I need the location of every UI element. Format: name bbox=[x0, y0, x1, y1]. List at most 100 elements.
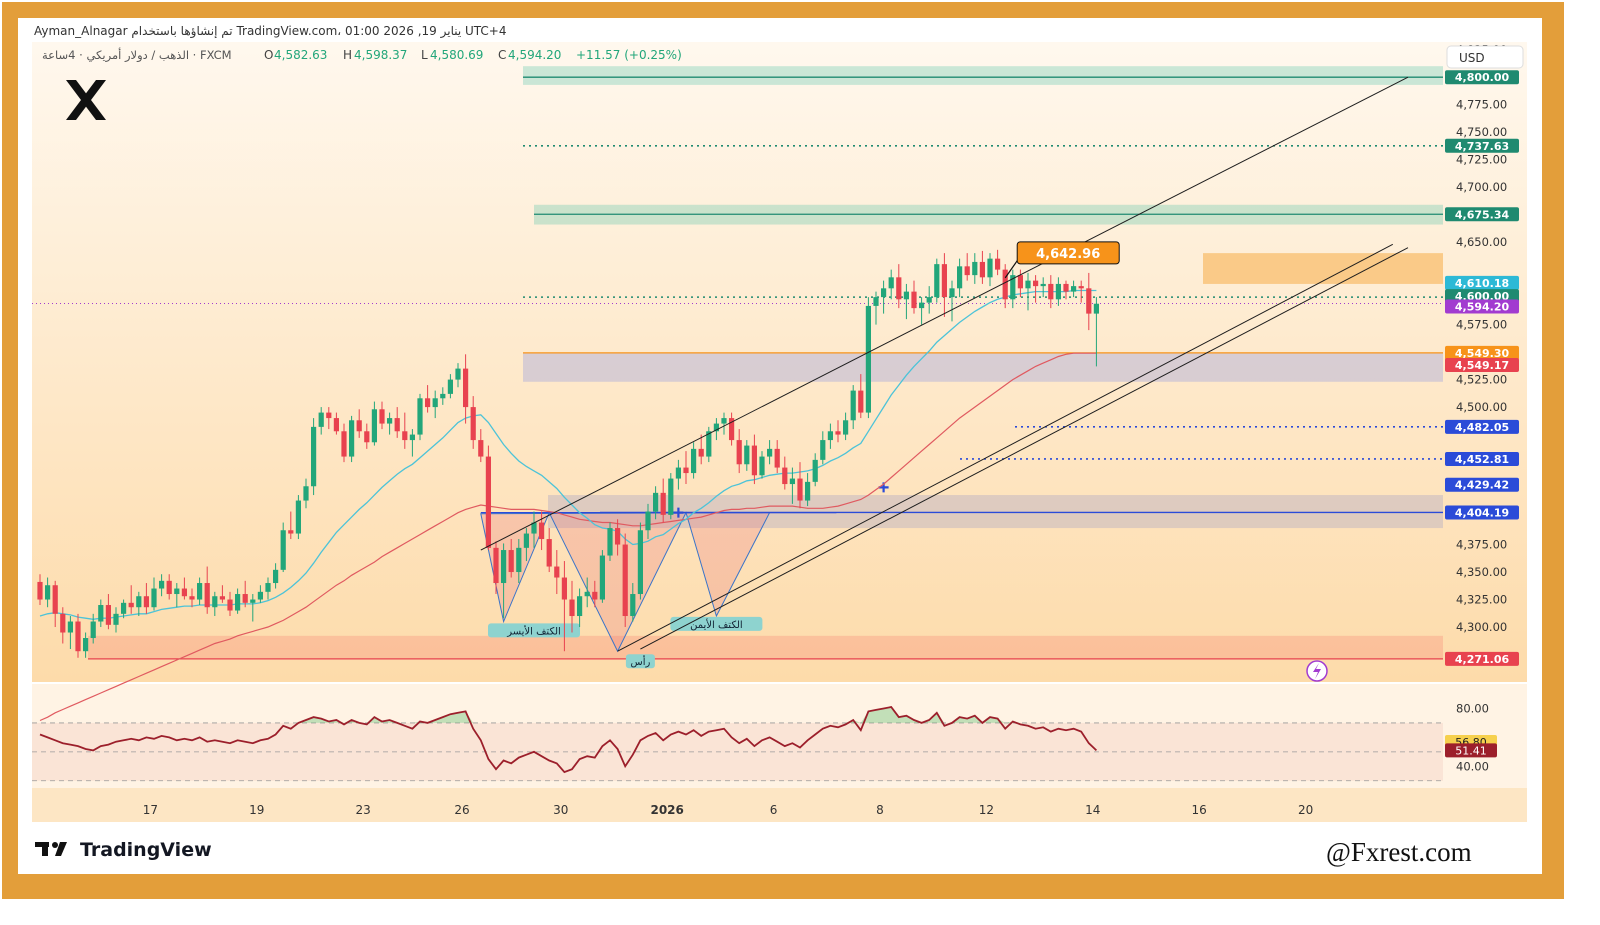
candle[interactable] bbox=[136, 591, 142, 617]
candle[interactable] bbox=[485, 445, 491, 551]
candle[interactable] bbox=[797, 462, 803, 509]
candle[interactable] bbox=[447, 374, 453, 399]
candle[interactable] bbox=[273, 563, 279, 589]
candle[interactable] bbox=[630, 583, 636, 622]
candle[interactable] bbox=[83, 632, 89, 658]
candle[interactable] bbox=[52, 580, 58, 628]
candle[interactable] bbox=[197, 577, 203, 606]
candle[interactable] bbox=[523, 528, 529, 562]
candle[interactable] bbox=[280, 522, 286, 573]
candle[interactable] bbox=[675, 459, 681, 490]
candle[interactable] bbox=[979, 250, 985, 284]
candle[interactable] bbox=[812, 453, 818, 487]
candle[interactable] bbox=[820, 431, 826, 465]
lightning-icon[interactable] bbox=[1306, 660, 1328, 682]
candle[interactable] bbox=[926, 286, 932, 314]
candle[interactable] bbox=[698, 434, 704, 465]
candle[interactable] bbox=[508, 539, 514, 578]
candle[interactable] bbox=[888, 269, 894, 300]
candle[interactable] bbox=[827, 423, 833, 449]
candle[interactable] bbox=[341, 423, 347, 463]
candle[interactable] bbox=[121, 599, 127, 619]
candle[interactable] bbox=[181, 577, 187, 600]
candle[interactable] bbox=[151, 577, 157, 611]
candle[interactable] bbox=[257, 585, 263, 603]
candle[interactable] bbox=[767, 440, 773, 465]
candle[interactable] bbox=[721, 412, 727, 435]
candle[interactable] bbox=[478, 429, 484, 463]
candle[interactable] bbox=[858, 374, 864, 419]
candle[interactable] bbox=[387, 412, 393, 435]
candle[interactable] bbox=[561, 561, 567, 652]
candle[interactable] bbox=[295, 495, 301, 540]
candle[interactable] bbox=[683, 451, 689, 485]
candle[interactable] bbox=[668, 473, 674, 520]
candle[interactable] bbox=[67, 616, 73, 650]
candle[interactable] bbox=[896, 264, 902, 309]
candle[interactable] bbox=[402, 412, 408, 449]
candle[interactable] bbox=[584, 577, 590, 608]
candle[interactable] bbox=[1086, 272, 1092, 331]
candle[interactable] bbox=[265, 577, 271, 600]
candle[interactable] bbox=[843, 412, 849, 441]
candle[interactable] bbox=[660, 478, 666, 523]
candle[interactable] bbox=[227, 591, 233, 617]
candle[interactable] bbox=[1063, 280, 1069, 300]
candle[interactable] bbox=[60, 607, 66, 644]
candle[interactable] bbox=[242, 580, 248, 608]
candle[interactable] bbox=[615, 519, 621, 556]
candle[interactable] bbox=[1048, 275, 1054, 309]
candle[interactable] bbox=[1071, 280, 1077, 298]
candle[interactable] bbox=[645, 503, 651, 540]
candle[interactable] bbox=[531, 511, 537, 548]
candle[interactable] bbox=[873, 291, 879, 325]
candle[interactable] bbox=[759, 451, 765, 479]
candle[interactable] bbox=[637, 522, 643, 600]
candle[interactable] bbox=[143, 583, 149, 614]
candle[interactable] bbox=[174, 583, 180, 608]
candle[interactable] bbox=[455, 363, 461, 388]
candle[interactable] bbox=[706, 426, 712, 463]
candle[interactable] bbox=[957, 258, 963, 298]
candle[interactable] bbox=[98, 599, 104, 628]
candle[interactable] bbox=[1055, 277, 1061, 306]
candle[interactable] bbox=[964, 253, 970, 281]
candle[interactable] bbox=[903, 283, 909, 320]
candle[interactable] bbox=[1010, 269, 1016, 309]
candle[interactable] bbox=[326, 407, 332, 430]
candle[interactable] bbox=[865, 297, 871, 419]
candle[interactable] bbox=[90, 613, 96, 644]
candle[interactable] bbox=[409, 429, 415, 457]
candle[interactable] bbox=[463, 354, 469, 424]
candle[interactable] bbox=[1040, 277, 1046, 298]
candle[interactable] bbox=[250, 594, 256, 622]
candle[interactable] bbox=[805, 473, 811, 507]
candle[interactable] bbox=[736, 429, 742, 474]
candle[interactable] bbox=[37, 574, 43, 606]
candle[interactable] bbox=[440, 387, 446, 405]
candle[interactable] bbox=[318, 407, 324, 435]
candle[interactable] bbox=[159, 574, 165, 597]
candle[interactable] bbox=[212, 591, 218, 617]
rsi-pane[interactable] bbox=[32, 684, 1527, 788]
candle[interactable] bbox=[835, 420, 841, 443]
candle[interactable] bbox=[554, 550, 560, 595]
currency-selector[interactable]: USD bbox=[1446, 45, 1524, 69]
candle[interactable] bbox=[364, 423, 370, 449]
candle[interactable] bbox=[622, 533, 628, 628]
candle[interactable] bbox=[113, 607, 119, 633]
candle[interactable] bbox=[972, 253, 978, 284]
candle[interactable] bbox=[356, 409, 362, 438]
candle[interactable] bbox=[1093, 297, 1099, 367]
candle[interactable] bbox=[1025, 272, 1031, 311]
candle[interactable] bbox=[371, 401, 377, 446]
candle[interactable] bbox=[744, 440, 750, 471]
candle[interactable] bbox=[432, 390, 438, 419]
candle[interactable] bbox=[204, 566, 210, 614]
candle[interactable] bbox=[1017, 269, 1023, 298]
candle[interactable] bbox=[691, 442, 697, 479]
candle[interactable] bbox=[493, 541, 499, 595]
candle[interactable] bbox=[789, 467, 795, 504]
candle[interactable] bbox=[934, 258, 940, 303]
